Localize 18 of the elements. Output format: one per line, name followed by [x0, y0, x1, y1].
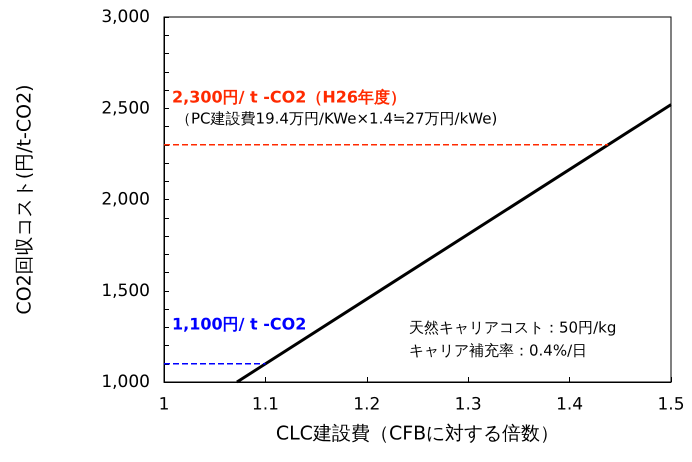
y-tick-label: 1,500 — [101, 280, 150, 301]
y-tick-label: 2,000 — [101, 190, 150, 210]
x-tick-label: 1 — [158, 394, 170, 414]
ref-line-label: 2,300円/ t -CO2（H26年度） — [172, 87, 406, 106]
ref-line-label: 1,100円/ t -CO2 — [172, 314, 306, 334]
x-tick-label: 1.4 — [556, 394, 584, 414]
x-tick-label: 1.2 — [353, 394, 380, 414]
y-axis-title: CO2回収コスト(円/t-CO2) — [14, 84, 36, 315]
x-axis-title: CLC建設費（CFBに対する倍数） — [276, 422, 560, 444]
x-tick-label: 1.3 — [454, 394, 482, 414]
annotation: キャリア補充率：0.4%/日 — [409, 342, 588, 360]
annotation: 天然キャリアコスト：50円/kg — [409, 318, 616, 336]
annotation: （PC建設費19.4万円/KWe×1.4≒27万円/kWe) — [176, 109, 498, 128]
y-tick-label: 2,500 — [101, 98, 150, 118]
x-tick-label: 1.1 — [252, 394, 279, 414]
y-tick-label: 1,000 — [101, 372, 150, 392]
x-tick-label: 1.5 — [657, 394, 685, 414]
y-tick-label: 3,000 — [101, 7, 150, 27]
